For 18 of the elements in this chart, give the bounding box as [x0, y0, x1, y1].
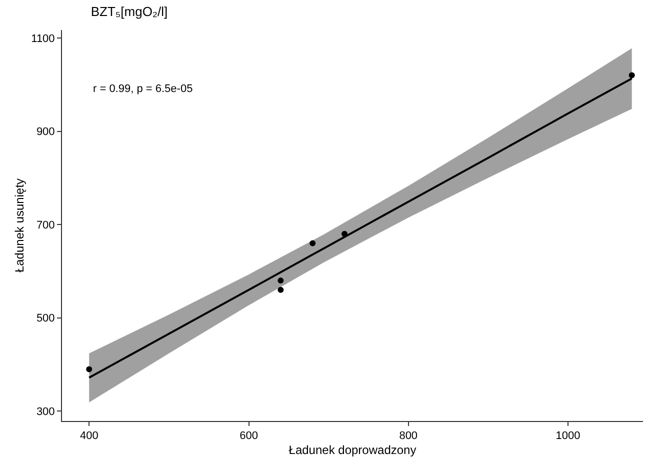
x-tick-label: 600 — [240, 430, 258, 442]
point — [278, 286, 284, 293]
chart-title: BZT₅[mgO₂/l] — [90, 4, 168, 20]
annotation: r = 0.99, p = 6.5e-05 — [93, 83, 193, 95]
x-tick-label: 800 — [399, 430, 418, 442]
point — [628, 72, 635, 78]
y-tick-label: 1100 — [31, 32, 55, 45]
x-tick-label: 1000 — [556, 430, 580, 442]
point — [86, 366, 92, 372]
x-tick-label: 400 — [80, 430, 98, 442]
point — [278, 278, 284, 284]
y-tick-label: 300 — [36, 406, 55, 418]
y-tick-label: 500 — [36, 312, 55, 325]
y-tick-label: 700 — [36, 219, 55, 232]
y-axis-title: Ładunek usunięty — [12, 178, 26, 273]
x-axis-title: Ładunek doprowadzony — [288, 443, 416, 458]
point — [310, 240, 316, 246]
y-tick-label: 900 — [36, 126, 55, 138]
